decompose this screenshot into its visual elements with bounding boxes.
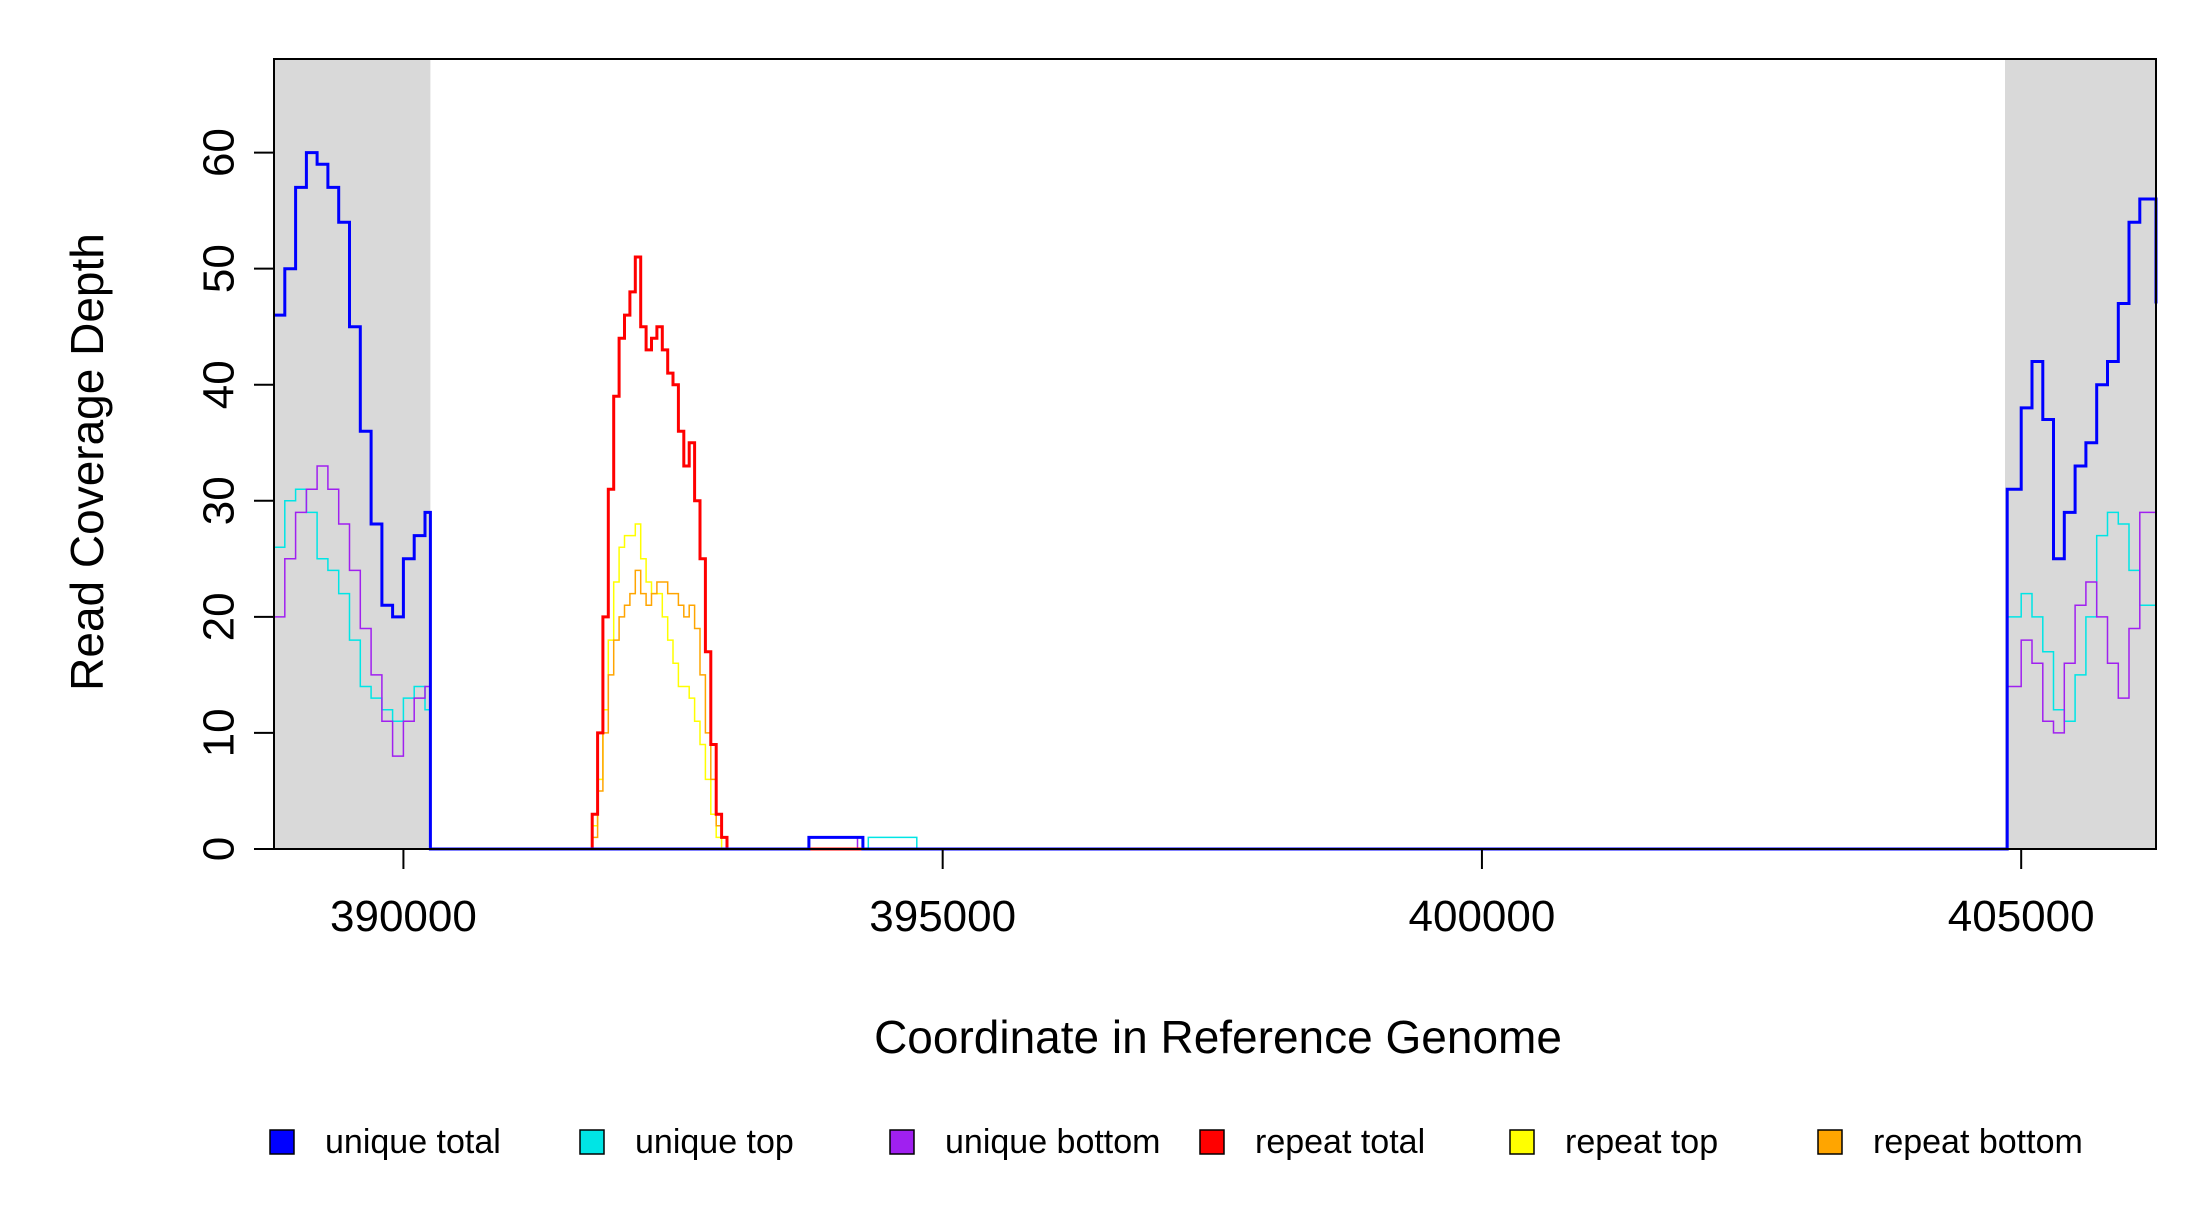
y-tick-label: 60 xyxy=(195,128,244,177)
shaded-regions xyxy=(274,59,2156,849)
x-tick-label: 395000 xyxy=(869,892,1016,941)
legend-label-repeat-bottom: repeat bottom xyxy=(1873,1123,2083,1161)
y-axis-title: Read Coverage Depth xyxy=(61,233,113,691)
legend-swatch-unique-total xyxy=(269,1129,295,1155)
shaded-region-2 xyxy=(2005,59,2156,849)
axes: 0 10 20 30 40 50 60 390000 395000 400000 405000 xyxy=(195,128,2095,941)
y-tick-label: 30 xyxy=(195,476,244,525)
plot-frame xyxy=(273,58,2157,850)
series-line-unique-top xyxy=(274,488,2157,850)
x-axis-title: Coordinate in Reference Genome xyxy=(874,1011,1562,1063)
legend-label-unique-top: unique top xyxy=(635,1123,794,1161)
series-line-repeat-bottom xyxy=(431,569,2005,850)
series-line-repeat-total xyxy=(431,255,2005,851)
x-tick-label: 390000 xyxy=(330,892,477,941)
legend-swatch-repeat-top xyxy=(1509,1129,1535,1155)
y-tick-label: 10 xyxy=(195,708,244,757)
legend-label-repeat-top: repeat top xyxy=(1565,1123,1718,1161)
legend-swatch-repeat-total xyxy=(1199,1129,1225,1155)
series-line-unique-total xyxy=(274,151,2158,851)
y-tick-label: 40 xyxy=(195,360,244,409)
series-lines xyxy=(274,151,2158,851)
y-tick-label: 0 xyxy=(195,837,244,861)
x-tick-label: 405000 xyxy=(1948,892,2095,941)
legend-label-unique-total: unique total xyxy=(325,1123,501,1161)
legend-swatch-repeat-bottom xyxy=(1817,1129,1843,1155)
series-line-unique-bottom xyxy=(274,465,2157,850)
y-tick-label: 50 xyxy=(195,244,244,293)
legend-label-unique-bottom: unique bottom xyxy=(945,1123,1161,1161)
legend-label-repeat-total: repeat total xyxy=(1255,1123,1425,1161)
legend: unique total unique top unique bottom repea… xyxy=(269,1123,2083,1161)
legend-swatch-unique-top xyxy=(579,1129,605,1155)
y-tick-label: 20 xyxy=(195,592,244,641)
legend-swatch-unique-bottom xyxy=(889,1129,915,1155)
series-line-repeat-top xyxy=(431,523,2005,850)
shaded-region-1 xyxy=(274,59,431,849)
x-tick-label: 400000 xyxy=(1409,892,1556,941)
